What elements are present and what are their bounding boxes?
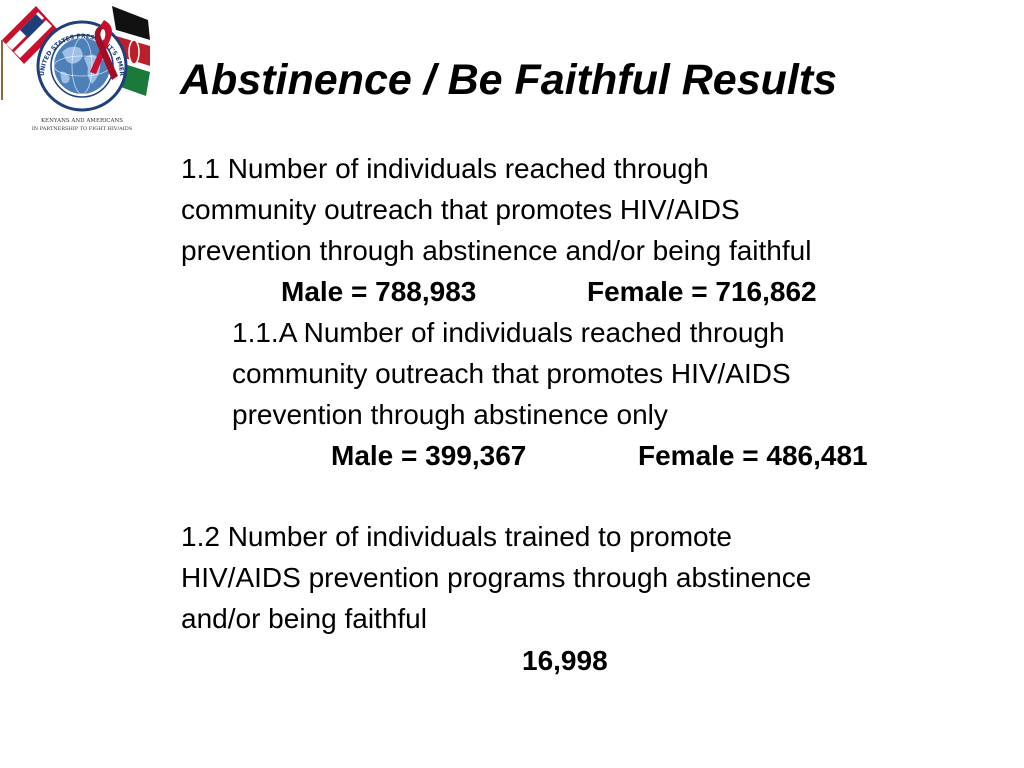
pepfar-seal-icon: UNITED STATES PRESIDENT'S EMERGENCY PLAN… (0, 0, 150, 132)
indicator-1-1-line: community outreach that promotes HIV/AID… (181, 194, 740, 225)
us-flag-icon (1, 6, 58, 100)
indicator-1-1-a-male-count: Male = 399,367 (331, 440, 527, 471)
indicator-1-1-line: prevention through abstinence and/or bei… (181, 235, 812, 266)
logo-caption-line2: IN PARTNERSHIP TO FIGHT HIV/AIDS (32, 126, 133, 132)
logo-caption-line1: KENYANS AND AMERICANS (41, 118, 123, 124)
indicator-1-1-a-line: 1.1.A Number of individuals reached thro… (232, 317, 785, 348)
indicator-1-1-a-line: community outreach that promotes HIV/AID… (232, 358, 791, 389)
indicator-1-2-total-count: 16,998 (522, 645, 608, 676)
indicator-1-2-line: HIV/AIDS prevention programs through abs… (181, 562, 812, 593)
indicator-1-1-a-line: prevention through abstinence only (232, 399, 668, 430)
indicator-1-1-male-count: Male = 788,983 (281, 276, 477, 307)
indicator-1-1-line: 1.1 Number of individuals reached throug… (181, 153, 709, 184)
red-ribbon-icon (90, 20, 118, 80)
slide-title: Abstinence / Be Faithful Results (180, 56, 838, 104)
indicator-1-2-line: and/or being faithful (181, 603, 427, 634)
indicator-1-2-text: 1.2 Number of individuals trained to pro… (181, 516, 811, 639)
indicator-1-1-a-text: 1.1.A Number of individuals reached thro… (232, 312, 791, 435)
globe-icon (53, 37, 111, 95)
indicator-1-2-line: 1.2 Number of individuals trained to pro… (181, 521, 732, 552)
logo: UNITED STATES PRESIDENT'S EMERGENCY PLAN… (0, 0, 160, 140)
indicator-1-1-a-female-count: Female = 486,481 (638, 440, 868, 471)
indicator-1-1-text: 1.1 Number of individuals reached throug… (181, 148, 811, 271)
indicator-1-1-female-count: Female = 716,862 (587, 276, 817, 307)
